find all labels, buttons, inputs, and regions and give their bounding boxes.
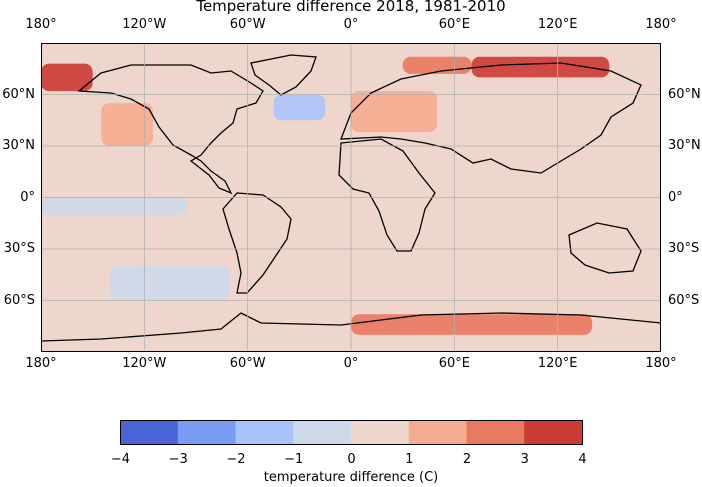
colorbar-tick: −1 xyxy=(284,452,304,467)
map-plot-area xyxy=(41,43,661,352)
colorbar-swatch-6 xyxy=(466,420,525,445)
anomaly-region-7 xyxy=(109,266,231,301)
coastline-australia xyxy=(568,222,642,274)
gridlines xyxy=(41,43,661,352)
coastline-south-america xyxy=(222,192,292,294)
lon-tick-bottom: 180° xyxy=(645,356,677,371)
lon-tick-top: 0° xyxy=(343,17,359,32)
anomaly-region-4 xyxy=(273,94,326,121)
colorbar-swatch-5 xyxy=(408,420,467,445)
colorbar-tick: 2 xyxy=(462,452,472,467)
colorbar-swatch-3 xyxy=(293,420,352,445)
colorbar-swatch-4 xyxy=(351,420,410,445)
anomaly-region-8 xyxy=(351,314,593,335)
lon-tick-top: 180° xyxy=(25,17,57,32)
colorbar-tick: 3 xyxy=(520,452,529,467)
lon-tick-bottom: 180° xyxy=(25,356,57,371)
lat-tick-left: 30°N xyxy=(2,138,35,153)
colorbar-tick: −3 xyxy=(168,452,188,467)
coastline-antarctica xyxy=(41,312,661,342)
colorbar-swatch-7 xyxy=(524,420,583,445)
lat-tick-right: 60°N xyxy=(668,86,701,102)
lon-tick-top: 180° xyxy=(645,17,677,32)
lat-tick-left: 60°S xyxy=(3,292,35,308)
anomaly-region-0 xyxy=(471,56,610,78)
anomaly-region-5 xyxy=(101,103,153,146)
lon-tick-top: 60°W xyxy=(229,17,266,32)
colorbar-tick: −2 xyxy=(226,452,246,467)
lat-tick-right: 30°N xyxy=(668,138,701,153)
lat-tick-right: 0° xyxy=(668,189,683,205)
colorbar-swatch-2 xyxy=(235,420,294,445)
colorbar-tick: −4 xyxy=(110,452,131,467)
lat-tick-left: 60°N xyxy=(2,86,35,102)
coastline-greenland xyxy=(250,54,317,96)
colorbar-tick: 0 xyxy=(347,452,356,467)
lon-tick-bottom: 60°E xyxy=(438,356,470,371)
coastline-eurasia xyxy=(340,62,642,174)
coastline-africa xyxy=(338,138,436,252)
colorbar-tick: 1 xyxy=(405,452,414,467)
lon-tick-top: 120°E xyxy=(537,17,578,32)
lon-tick-bottom: 120°W xyxy=(122,356,167,371)
lat-tick-left: 0° xyxy=(20,189,35,205)
anomaly-regions xyxy=(41,56,610,335)
map-frame xyxy=(41,43,661,352)
lon-tick-bottom: 60°W xyxy=(229,356,266,371)
chart-title: Temperature difference 2018, 1981-2010 xyxy=(196,0,506,15)
anomaly-region-1 xyxy=(41,63,93,92)
coastlines xyxy=(41,54,661,342)
lat-tick-left: 30°S xyxy=(3,241,35,256)
colorbar-swatch-1 xyxy=(177,420,236,445)
anomaly-region-3 xyxy=(351,91,438,133)
lat-tick-right: 30°S xyxy=(668,241,700,256)
colorbar-swatch-0 xyxy=(120,420,179,445)
colorbar-label: temperature difference (C) xyxy=(263,470,439,485)
lon-tick-bottom: 0° xyxy=(343,356,359,371)
lon-tick-top: 120°W xyxy=(122,17,167,32)
lon-tick-top: 60°E xyxy=(438,17,470,32)
lat-tick-right: 60°S xyxy=(668,292,700,308)
anomaly-region-6 xyxy=(41,197,188,215)
coastline-north-america xyxy=(77,64,264,195)
lon-tick-bottom: 120°E xyxy=(537,356,578,371)
colorbar xyxy=(120,420,583,445)
colorbar-tick: 4 xyxy=(578,452,587,467)
